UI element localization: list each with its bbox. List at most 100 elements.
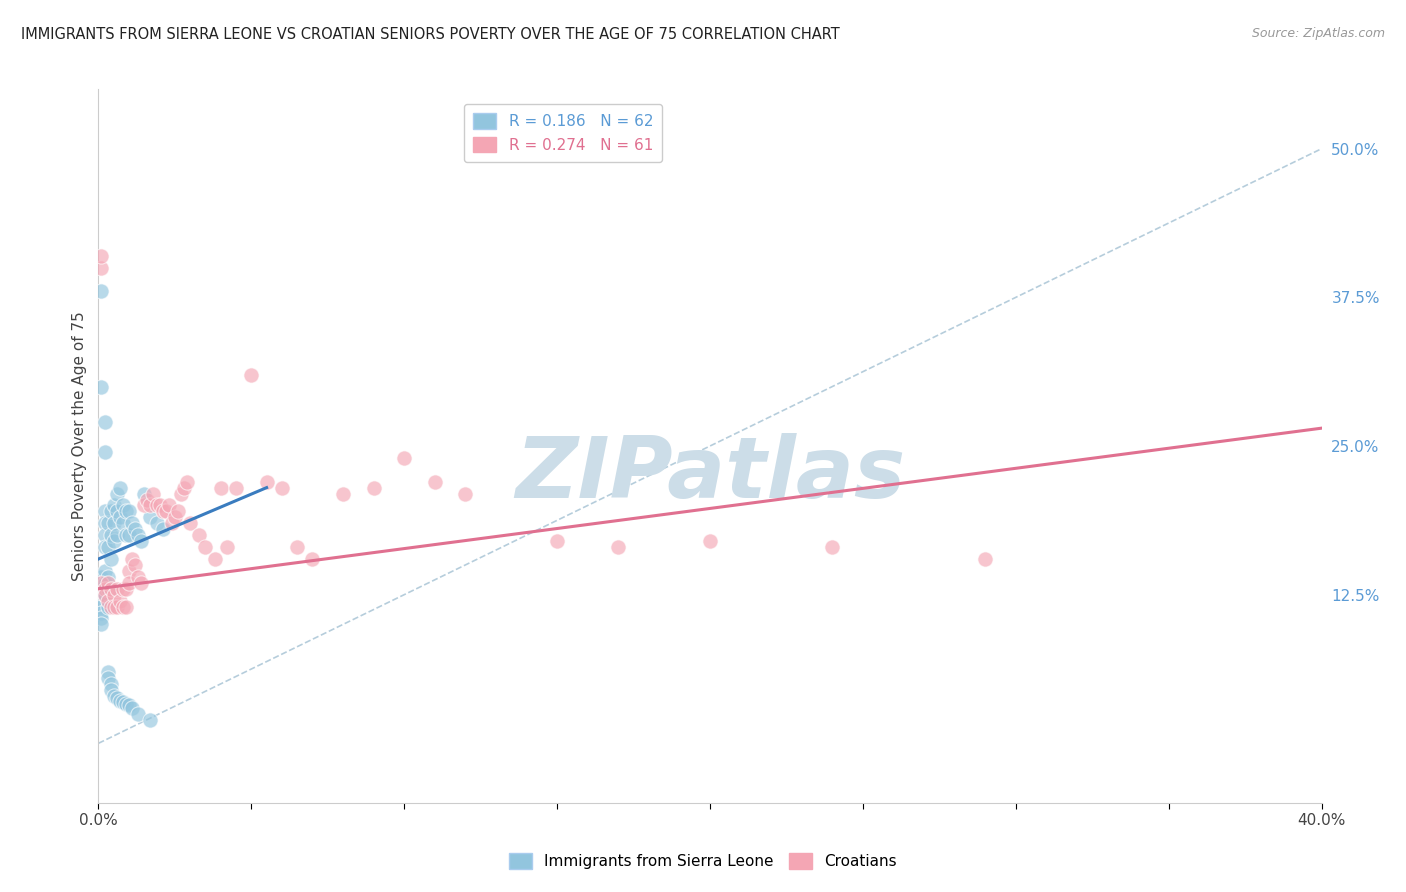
Point — [90, 611, 112, 625]
Point — [105, 582, 128, 596]
Text: ZIPatlas: ZIPatlas — [515, 433, 905, 516]
Point — [118, 698, 141, 713]
Point — [97, 582, 120, 596]
Point — [134, 499, 156, 513]
Point — [103, 534, 125, 549]
Point — [90, 285, 112, 299]
Point — [100, 682, 122, 697]
Y-axis label: Seniors Poverty Over the Age of 75: Seniors Poverty Over the Age of 75 — [72, 311, 87, 581]
Point — [127, 528, 149, 542]
Point — [149, 499, 172, 513]
Point — [97, 575, 120, 590]
Point — [97, 593, 120, 607]
Point — [145, 516, 167, 531]
Point — [118, 528, 141, 542]
Point — [105, 599, 128, 614]
Point — [215, 540, 238, 554]
Point — [139, 713, 162, 727]
Point — [332, 486, 354, 500]
Point — [194, 540, 217, 554]
Point — [103, 689, 125, 703]
Point — [204, 552, 226, 566]
Point — [90, 582, 112, 596]
Point — [152, 504, 174, 518]
Point — [90, 249, 112, 263]
Point — [134, 486, 156, 500]
Point — [118, 575, 141, 590]
Point — [225, 481, 247, 495]
Point — [129, 534, 152, 549]
Point — [111, 695, 134, 709]
Point — [607, 540, 630, 554]
Point — [115, 528, 138, 542]
Point — [173, 481, 195, 495]
Point — [115, 582, 138, 596]
Text: IMMIGRANTS FROM SIERRA LEONE VS CROATIAN SENIORS POVERTY OVER THE AGE OF 75 CORR: IMMIGRANTS FROM SIERRA LEONE VS CROATIAN… — [21, 27, 839, 42]
Point — [115, 697, 138, 711]
Point — [93, 564, 115, 578]
Point — [454, 486, 477, 500]
Point — [108, 510, 131, 524]
Point — [93, 588, 115, 602]
Point — [90, 575, 112, 590]
Point — [108, 593, 131, 607]
Point — [93, 588, 115, 602]
Point — [97, 599, 120, 614]
Point — [105, 528, 128, 542]
Legend: R = 0.186   N = 62, R = 0.274   N = 61: R = 0.186 N = 62, R = 0.274 N = 61 — [464, 104, 662, 162]
Point — [699, 534, 721, 549]
Point — [93, 582, 115, 596]
Point — [111, 516, 134, 531]
Point — [90, 617, 112, 632]
Point — [121, 552, 143, 566]
Point — [139, 499, 162, 513]
Point — [97, 665, 120, 679]
Point — [105, 504, 128, 518]
Point — [139, 510, 162, 524]
Point — [121, 700, 143, 714]
Point — [97, 671, 120, 685]
Point — [90, 260, 112, 275]
Point — [108, 693, 131, 707]
Point — [100, 677, 122, 691]
Point — [145, 499, 167, 513]
Point — [100, 582, 122, 596]
Point — [103, 499, 125, 513]
Point — [111, 582, 134, 596]
Point — [100, 528, 122, 542]
Point — [90, 599, 112, 614]
Point — [285, 540, 308, 554]
Point — [97, 540, 120, 554]
Point — [155, 504, 177, 518]
Point — [209, 481, 232, 495]
Point — [90, 379, 112, 393]
Point — [103, 516, 125, 531]
Point — [115, 504, 138, 518]
Point — [90, 606, 112, 620]
Point — [157, 499, 180, 513]
Point — [93, 575, 115, 590]
Point — [188, 528, 211, 542]
Point — [111, 599, 134, 614]
Point — [170, 486, 193, 500]
Point — [546, 534, 568, 549]
Point — [103, 599, 125, 614]
Point — [100, 504, 122, 518]
Text: Source: ZipAtlas.com: Source: ZipAtlas.com — [1251, 27, 1385, 40]
Point — [93, 415, 115, 429]
Legend: Immigrants from Sierra Leone, Croatians: Immigrants from Sierra Leone, Croatians — [503, 847, 903, 875]
Point — [97, 570, 120, 584]
Point — [115, 599, 138, 614]
Point — [240, 368, 263, 382]
Point — [90, 570, 112, 584]
Point — [176, 475, 198, 489]
Point — [111, 499, 134, 513]
Point — [93, 540, 115, 554]
Point — [124, 522, 146, 536]
Point — [108, 481, 131, 495]
Point — [136, 492, 159, 507]
Point — [118, 564, 141, 578]
Point — [100, 599, 122, 614]
Point — [392, 450, 416, 465]
Point — [152, 522, 174, 536]
